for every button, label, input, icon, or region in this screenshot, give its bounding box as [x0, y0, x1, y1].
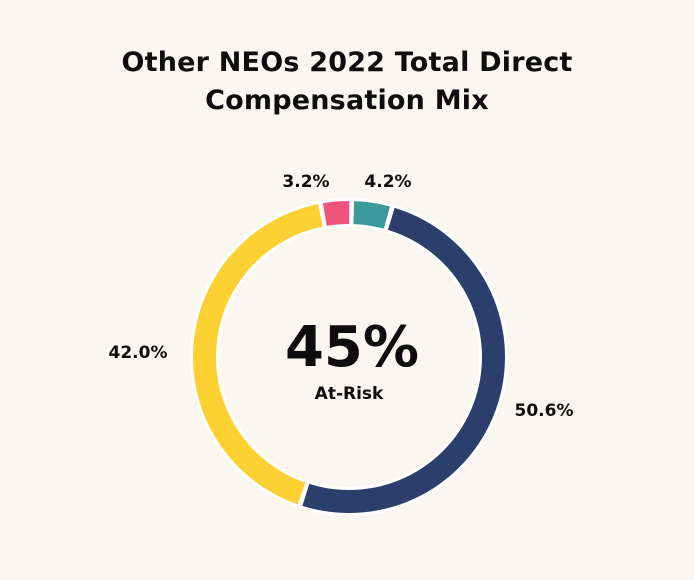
- chart-title-line-1: Other NEOs 2022 Total Direct: [121, 47, 573, 78]
- donut-slice-2: [193, 204, 323, 505]
- center-value: 45%: [285, 315, 419, 380]
- center-caption: At-Risk: [315, 384, 384, 404]
- donut-slice-3: [322, 201, 350, 226]
- slice-label-2: 42.0%: [109, 343, 168, 363]
- slice-label-0: 4.2%: [364, 172, 411, 192]
- donut-slices: [190, 198, 508, 516]
- slice-label-3: 3.2%: [282, 172, 329, 192]
- chart-title-line-2: Compensation Mix: [205, 85, 489, 116]
- slice-labels: 4.2% 50.6% 42.0% 3.2%: [109, 172, 574, 421]
- slice-label-1: 50.6%: [515, 401, 574, 421]
- chart-title: Other NEOs 2022 Total Direct Compensatio…: [0, 44, 694, 120]
- donut-slice-0: [353, 201, 390, 229]
